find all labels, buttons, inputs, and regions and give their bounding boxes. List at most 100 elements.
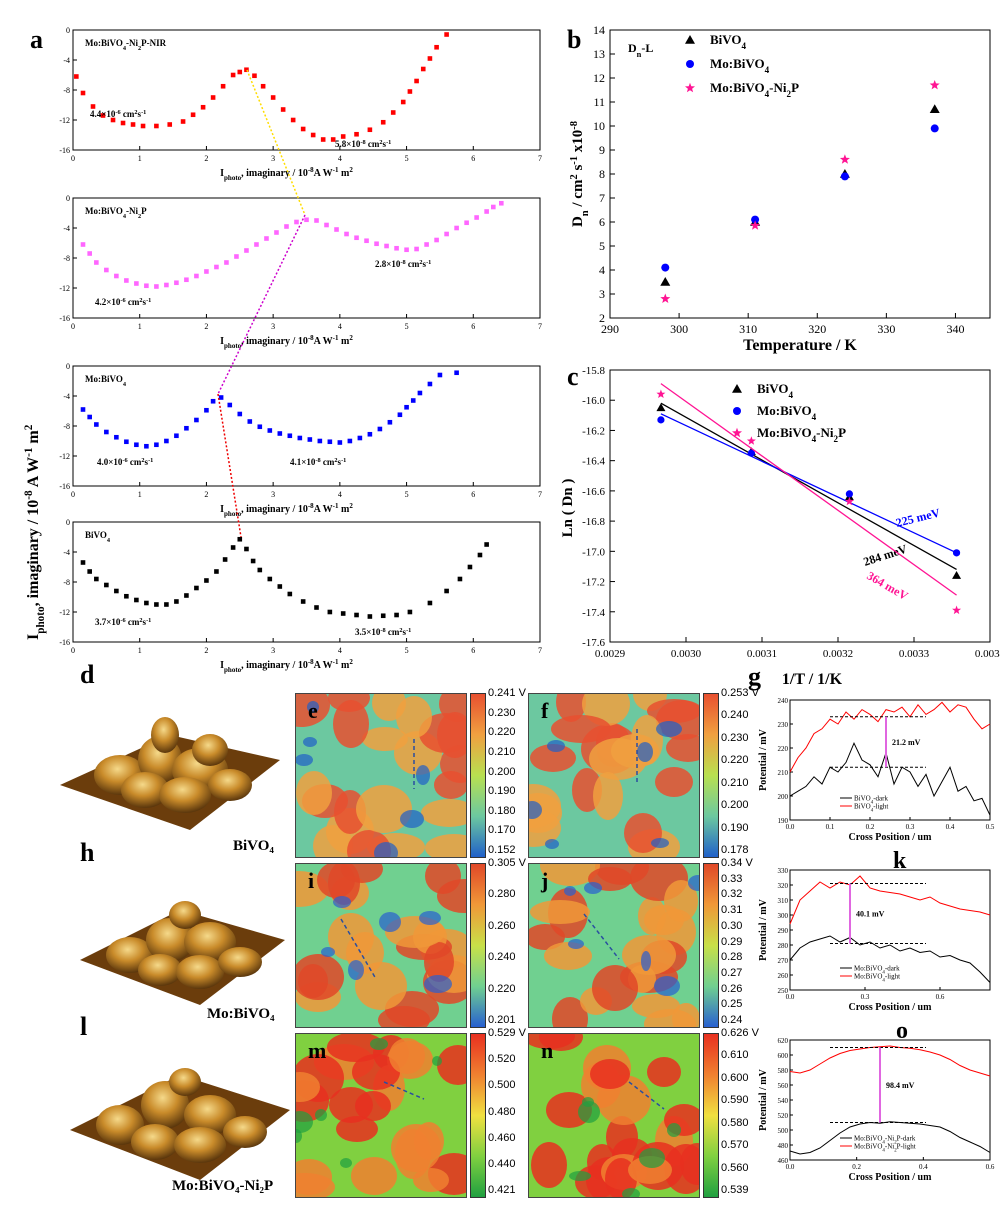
y-tick-label: 330: [778, 867, 789, 875]
data-point: [214, 569, 219, 574]
y-axis-label: Potential / mV: [758, 728, 769, 790]
data-point: [114, 273, 119, 279]
y-tick-label: 300: [778, 912, 789, 920]
data-point: [484, 542, 489, 547]
panel-c-plot: 0.0029 0.0030 0.0031 0.0032 0.0033 0.0034 -15.…: [560, 365, 1000, 688]
material-label-mo-bivo4-ni2p: Mo:BiVO₄-Ni₂P: [172, 1178, 274, 1194]
colorbar-tick-label: 0.33: [721, 872, 743, 885]
data-point: [354, 612, 359, 618]
y-tick-label: 540: [778, 1097, 789, 1105]
data-point: [294, 219, 299, 225]
x-axis-label: Temperature / K: [743, 337, 857, 354]
x-tick-label: 6: [471, 322, 475, 331]
x-tick-label: 4: [338, 490, 342, 499]
diffusion-annotation: 4.1×10-8 cm2s-1: [290, 457, 346, 468]
x-tick-label: 4: [338, 646, 342, 655]
data-point: [417, 390, 423, 396]
colorbar-tick-label: 0.560: [721, 1161, 749, 1174]
afm-image-mo-bivo4: [70, 870, 290, 1020]
data-point: [204, 407, 209, 413]
data-point: [334, 227, 339, 232]
x-tick-label: 1: [138, 322, 142, 331]
x-tick-label: 290: [601, 322, 619, 336]
delta-label: 40.1 mV: [856, 910, 885, 919]
y-tick-label: 10: [593, 119, 605, 133]
diffusion-annotation: 2.8×10-8 cm2s-1: [375, 259, 431, 270]
series-line: [789, 1045, 991, 1077]
line-profile-arrow: [383, 1081, 425, 1100]
material-label-bivo4: BiVO₄: [233, 838, 274, 854]
y-tick-label: 12: [593, 71, 605, 85]
x-tick-label: 5: [405, 490, 409, 499]
data-point: [340, 611, 346, 616]
diffusion-annotation: 3.7×10-6 cm2s-1: [95, 617, 151, 628]
marker-triangle: [685, 35, 695, 44]
subplot-frame: [72, 365, 541, 487]
x-tick-label: 3: [271, 646, 275, 655]
data-point: [374, 241, 379, 247]
series-line: [789, 1121, 991, 1155]
colorbar-tick-label: 0.25: [721, 998, 743, 1011]
colorbar-tick-label: 0.210: [721, 776, 749, 789]
data-point: [467, 564, 473, 570]
panel-a-subplot-4: 0 1 2 3 4 5 6 7 0 -4 -8 -12 -16 BiVO4 Iphoto, imaginar…: [59, 518, 542, 674]
data-point: [270, 95, 276, 100]
data-point: [87, 569, 92, 574]
data-point: [367, 614, 373, 619]
y-tick-label: -4: [63, 392, 70, 401]
y-tick-label: 270: [778, 957, 789, 965]
x-tick-label: 330: [877, 322, 895, 336]
x-tick-label: 0.0031: [747, 648, 777, 660]
y-tick-label: -17.0: [582, 546, 605, 558]
y-axis-label: Potential / mV: [758, 1068, 769, 1130]
marker-triangle: [929, 104, 940, 113]
colorbar-tick-label: 0.28: [721, 951, 743, 964]
colorbar-tick-label: 0.580: [721, 1116, 749, 1129]
legend-label: BiVO4-dark: [854, 795, 888, 806]
x-tick-label: 4: [338, 322, 342, 331]
plot-frame: [609, 369, 991, 643]
y-tick-label: -4: [63, 224, 70, 233]
x-tick-label: 0.0032: [823, 648, 853, 660]
marker-triangle: [952, 571, 962, 579]
x-tick-label: 3: [271, 322, 275, 331]
y-tick-label: 220: [778, 745, 789, 753]
x-tick-label: 6: [471, 154, 475, 163]
x-tick-label: 6: [471, 646, 475, 655]
x-tick-label: 0.2: [866, 823, 875, 831]
y-tick-label: 500: [778, 1127, 789, 1135]
data-point: [277, 584, 283, 589]
y-tick-label: -16: [59, 314, 70, 323]
marker-circle: [840, 172, 849, 181]
x-axis-label: Cross Position / um: [849, 1002, 933, 1013]
data-point: [284, 224, 289, 229]
data-point: [407, 609, 413, 615]
data-point: [80, 560, 86, 565]
legend-label: Mo:BiVO4-Ni2P: [710, 80, 799, 99]
data-point: [394, 245, 399, 251]
data-point: [367, 431, 373, 437]
panel-letter-l: l: [80, 1012, 88, 1041]
legend-label: Mo:BiVO4-Ni2P-dark: [854, 1135, 916, 1146]
x-tick-label: 4: [338, 154, 342, 163]
x-tick-label: 0.2: [852, 1163, 861, 1171]
data-point: [80, 90, 86, 96]
data-point: [100, 113, 106, 118]
colorbar-tick-label: 0.610: [721, 1049, 749, 1062]
x-tick-label: 0: [71, 154, 75, 163]
line-profile-arrow: [583, 913, 620, 960]
colorbar-tick-label: 0.30: [721, 919, 743, 932]
y-tick-label: 7: [599, 191, 605, 205]
y-axis-label: Dn / cm2 s-1 x10-8: [569, 121, 591, 227]
x-tick-label: 7: [538, 322, 542, 331]
data-point: [230, 545, 236, 550]
y-tick-label: 320: [778, 882, 789, 890]
peak-link-line: [217, 214, 306, 395]
x-tick-label: 0.1: [826, 823, 835, 831]
y-tick-label: 620: [778, 1037, 789, 1045]
legend-label: Mo:BiVO4: [757, 403, 817, 422]
y-tick-label: 240: [778, 697, 789, 705]
data-point: [264, 236, 269, 241]
colorbar-e: [470, 693, 486, 858]
